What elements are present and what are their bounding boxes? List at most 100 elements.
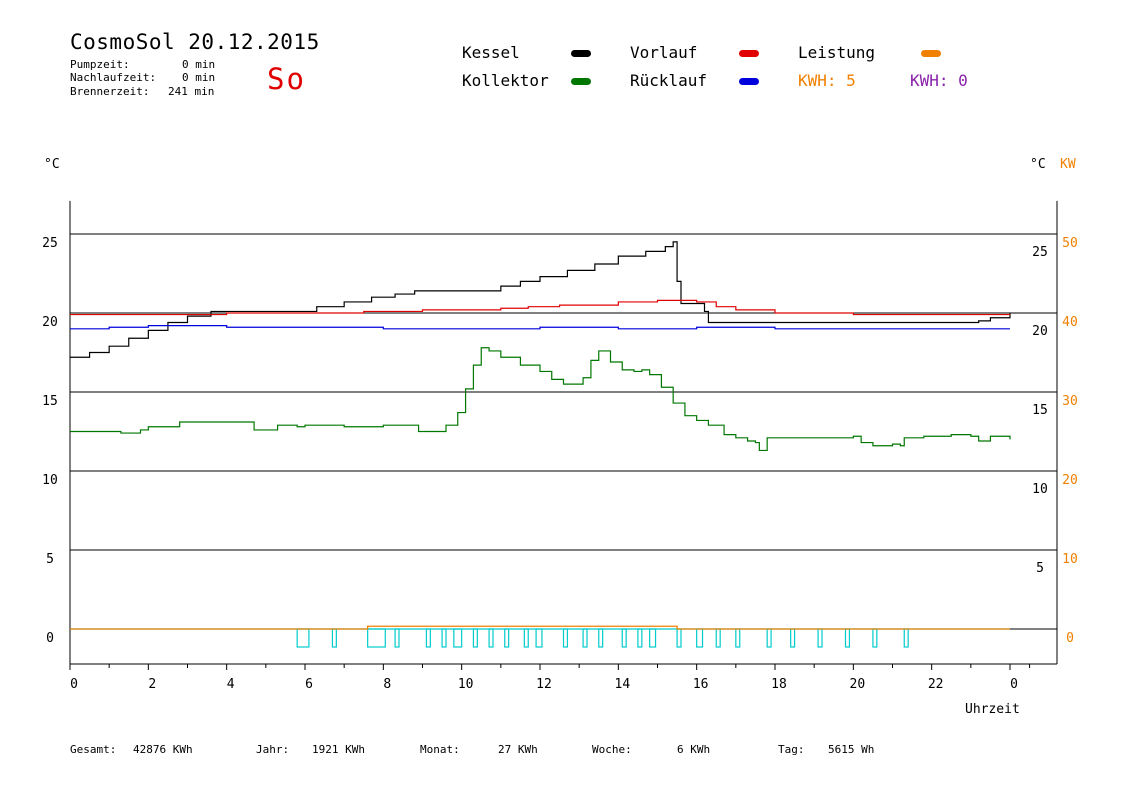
legend-kollektor-label: Kollektor [462,71,549,90]
x-tick-label: 14 [615,677,631,692]
legend-ruecklauf-swatch [739,78,759,85]
y-right-c-tick-label: 10 [1032,482,1048,497]
pump-pulse [504,628,510,648]
legend-vorlauf-label: Vorlauf [630,43,698,62]
right-unit-c-label: °C [1030,157,1046,172]
pump-pulse [790,628,796,648]
y-left-tick-label: 10 [42,473,58,488]
footer-woche-value: 6 KWh [677,743,711,756]
legend-vorlauf-swatch [739,50,759,57]
weekday-label: So [267,62,306,96]
pump-pulse [523,628,529,648]
nachlauf-value: 0 min [182,71,216,84]
legend-kollektor-swatch [571,78,591,85]
pump-pulse [296,628,310,648]
pump-pulses [70,628,1010,648]
temperature-chart: 0 2 4 6 8 10 12 14 16 18 20 22 025201510502520151055… [42,200,1078,692]
pump-pulse [649,628,657,648]
legend-ruecklauf-label: Rücklauf [630,71,708,90]
legend-leistung-swatch [921,50,941,57]
pump-pulse [488,628,494,648]
right-unit-kw-label: KW [1060,157,1076,172]
page-title: CosmoSol 20.12.2015 [70,30,320,54]
x-tick-label: 6 [305,677,313,692]
pump-pulse [367,628,386,648]
brenner-label: Brennerzeit: [70,85,150,98]
pump-pulse [766,628,772,648]
series-line-kessel [70,241,1011,358]
pump-pulse [676,628,682,648]
x-tick-label: 0 [70,677,78,692]
pump-pulse [425,628,431,648]
y-right-kw-tick-label: 30 [1062,394,1078,409]
footer-tag-value: 5615 Wh [828,743,875,756]
y-right-kw-tick-label: 40 [1062,315,1078,330]
pump-pulse [817,628,823,648]
pump-pulse [872,628,878,648]
y-right-c-tick-label: 5 [1036,561,1044,576]
x-tick-label: 8 [383,677,391,692]
pump-pulse [535,628,543,648]
pump-pulse [394,628,400,648]
left-unit-label: °C [44,157,60,172]
pump-label: Pumpzeit: [70,58,130,71]
footer-jahr-label: Jahr: [256,743,290,756]
pump-pulse [696,628,704,648]
x-tick-label: 20 [850,677,866,692]
pump-pulse [844,628,851,648]
kwh-secondary: KWH: 0 [910,71,968,90]
x-tick-label: 16 [693,677,709,692]
y-left-tick-label: 0 [46,631,54,646]
footer-tag-label: Tag: [778,743,805,756]
legend-kessel-swatch [571,50,591,57]
pump-pulse [735,628,741,648]
brenner-value: 241 min [168,85,215,98]
pump-pulse [582,628,588,648]
y-right-kw-tick-label: 20 [1062,473,1078,488]
y-left-tick-label: 5 [46,552,54,567]
nachlauf-label: Nachlaufzeit: [70,71,157,84]
footer-gesamt-label: Gesamt: [70,743,117,756]
pump-pulse [637,628,643,648]
series-lines [70,241,1011,630]
footer-woche-label: Woche: [592,743,632,756]
axes [69,200,1058,670]
kwh-leistung: KWH: 5 [798,71,856,90]
x-tick-label: 0 [1010,677,1018,692]
y-right-c-tick-label: 15 [1032,403,1048,418]
series-line-rücklauf [70,325,1010,330]
pump-pulse [903,628,909,648]
footer-monat-value: 27 KWh [498,743,538,756]
pump-pulse [441,628,447,648]
pump-pulse [598,628,604,648]
series-line-vorlauf [70,299,1010,316]
x-tick-label: 10 [458,677,474,692]
y-right-kw-tick-label: 10 [1062,552,1078,567]
y-left-tick-label: 20 [42,315,58,330]
pump-pulse [453,628,463,648]
pump-value: 0 min [182,58,216,71]
legend-leistung-label: Leistung [798,43,876,62]
x-tick-label: 18 [771,677,787,692]
grid [70,233,1057,630]
footer-gesamt-value: 42876 KWh [133,743,193,756]
y-right-c-tick-label: 20 [1032,324,1048,339]
series-line-kollektor [70,347,1011,452]
y-right-kw-tick-label: 50 [1062,236,1078,251]
footer-monat-label: Monat: [420,743,460,756]
y-right-kw-tick-label: 0 [1066,631,1074,646]
x-tick-label: 12 [536,677,552,692]
y-left-tick-label: 15 [42,394,58,409]
x-tick-label: 2 [148,677,156,692]
x-tick-label: 22 [928,677,944,692]
tick-labels: 0 2 4 6 8 10 12 14 16 18 20 22 025201510502520151055… [42,236,1078,692]
series-line-leistung [70,625,1010,630]
y-left-tick-label: 25 [42,236,58,251]
pump-pulse [472,628,478,648]
pump-pulse [715,628,721,648]
legend-kessel-label: Kessel [462,43,520,62]
x-tick-label: 4 [227,677,235,692]
pump-pulse [621,628,627,648]
y-right-c-tick-label: 25 [1032,245,1048,260]
pump-pulse [331,628,337,648]
